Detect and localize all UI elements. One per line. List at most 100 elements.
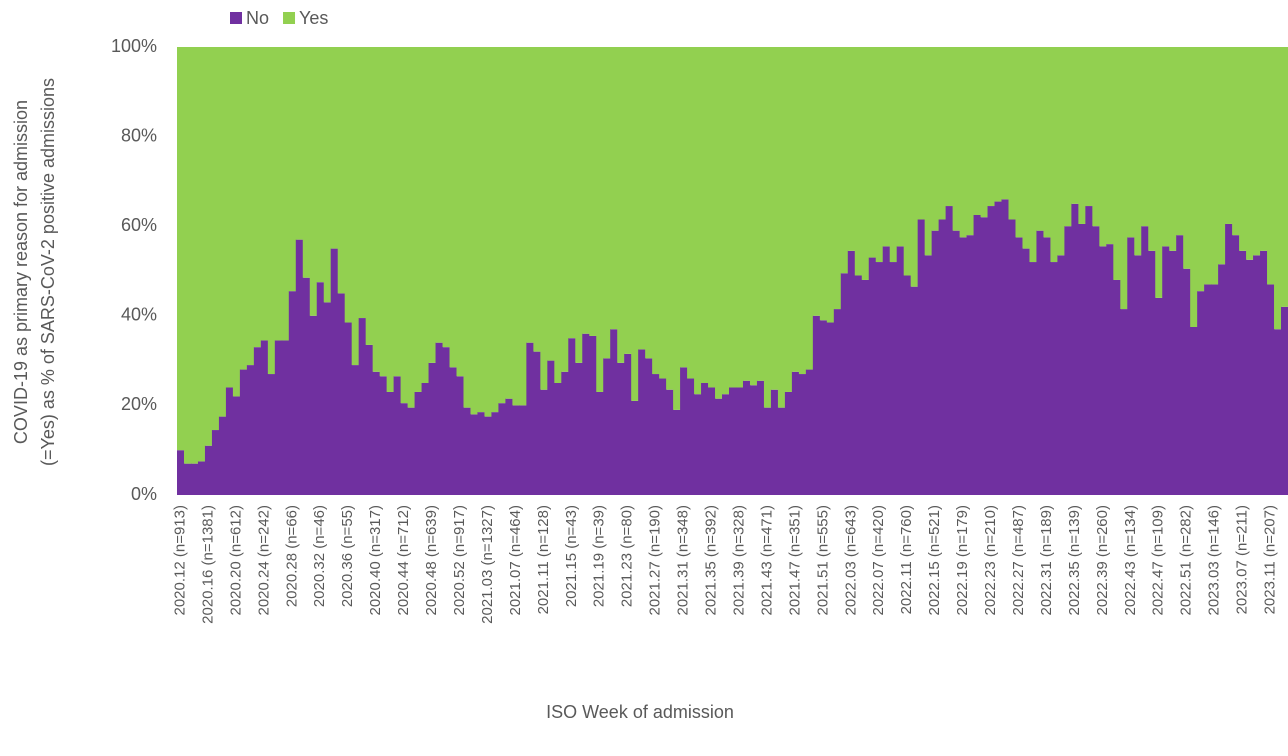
bar-segment: [183, 47, 192, 464]
bar-segment: [847, 250, 856, 495]
bar-segment: [889, 47, 898, 263]
x-tick-label: 2020.44 (n=712): [395, 505, 412, 616]
x-tick-label: 2020.16 (n=1381): [199, 505, 216, 624]
bar-segment: [652, 47, 660, 375]
bar-segment: [770, 47, 779, 390]
bar-segment: [868, 47, 877, 258]
bar-segment: [854, 47, 863, 276]
bar-segment: [701, 383, 709, 495]
bar-segment: [323, 302, 332, 495]
bar-segment: [267, 374, 276, 495]
bar-segment: [917, 219, 926, 496]
y-tick-label: 40%: [121, 305, 157, 325]
bar-segment: [211, 430, 220, 495]
bar-segment: [337, 47, 346, 294]
bar-segment: [365, 344, 374, 495]
bar-segment: [1246, 259, 1254, 495]
x-tick-label: 2022.31 (n=189): [1038, 505, 1055, 616]
bar-segment: [1148, 250, 1156, 495]
bar-segment: [756, 47, 765, 381]
bar-segment: [777, 407, 786, 495]
bar-segment: [1008, 219, 1017, 496]
bar-segment: [812, 47, 821, 316]
x-tick-label: 2022.35 (n=139): [1066, 505, 1083, 616]
bar-segment: [1183, 47, 1191, 269]
bar-segment: [840, 273, 849, 495]
bar-segment: [819, 47, 828, 321]
bar-segment: [351, 365, 360, 495]
bar-segment: [1113, 47, 1121, 280]
bar-segment: [722, 47, 730, 395]
bar-segment: [624, 47, 632, 354]
bar-segment: [407, 407, 416, 495]
x-tick-label: 2020.12 (n=913): [171, 505, 188, 616]
bar-segment: [1204, 284, 1212, 495]
bar-segment: [1050, 262, 1059, 495]
x-tick-label: 2022.15 (n=521): [926, 505, 943, 616]
bar-segment: [938, 47, 947, 220]
bar-segment: [1057, 255, 1066, 495]
bar-segment: [463, 407, 472, 495]
bar-segment: [959, 237, 968, 495]
bar-segment: [407, 47, 416, 408]
bar-segment: [470, 414, 479, 495]
bar-segment: [1204, 47, 1212, 285]
bar-segment: [1141, 47, 1149, 227]
bar-segment: [344, 47, 353, 323]
bar-segment: [868, 257, 877, 495]
bar-segment: [190, 47, 199, 464]
bar-segment: [1253, 47, 1261, 256]
bar-segment: [1120, 47, 1128, 310]
bar-segment: [924, 255, 933, 495]
bar-segment: [1197, 291, 1205, 495]
bar-segment: [1218, 47, 1226, 265]
bar-segment: [449, 47, 458, 368]
bar-segment: [1211, 284, 1219, 495]
bar-segment: [687, 378, 695, 495]
bar-segment: [491, 412, 500, 495]
bar-segment: [896, 246, 905, 495]
bar-segment: [253, 347, 262, 495]
bar-segment: [267, 47, 276, 375]
bar-segment: [903, 275, 912, 495]
bar-segment: [1169, 250, 1177, 495]
bar-segment: [442, 347, 451, 495]
bar-segment: [211, 47, 220, 431]
bar-segment: [631, 400, 639, 495]
bar-segment: [735, 47, 744, 388]
x-tick-label: 2020.24 (n=242): [255, 505, 272, 616]
bar-segment: [882, 47, 891, 247]
bar-segment: [218, 416, 227, 495]
bar-segment: [1029, 262, 1038, 495]
bar-segment: [1099, 47, 1107, 247]
bar-segment: [512, 405, 520, 495]
x-tick-label: 2020.36 (n=55): [339, 505, 356, 607]
bar-segment: [1064, 47, 1072, 227]
bar-segment: [358, 318, 367, 495]
bar-segment: [239, 47, 248, 370]
bar-segment: [183, 463, 192, 495]
bar-segment: [1106, 244, 1114, 495]
bar-segment: [603, 358, 611, 495]
bar-segment: [1064, 226, 1072, 495]
bar-segment: [1001, 47, 1010, 200]
bar-segment: [673, 47, 681, 410]
bar-segment: [701, 47, 709, 383]
bar-segment: [1225, 223, 1233, 495]
bar-segment: [197, 47, 206, 462]
bar-segment: [680, 367, 688, 495]
bar-segment: [784, 47, 793, 392]
bar-segment: [924, 47, 933, 256]
bar-segment: [540, 47, 548, 390]
bar-segment: [400, 47, 409, 404]
bar-segment: [1134, 47, 1142, 256]
bar-segment: [351, 47, 360, 366]
bar-segment: [246, 47, 255, 366]
bar-segment: [505, 47, 513, 399]
bar-segment: [477, 47, 486, 413]
bar-segment: [756, 380, 765, 495]
bar-segment: [959, 47, 968, 238]
bar-segment: [1239, 250, 1247, 495]
bar-segment: [246, 365, 255, 495]
bar-segment: [833, 47, 842, 310]
